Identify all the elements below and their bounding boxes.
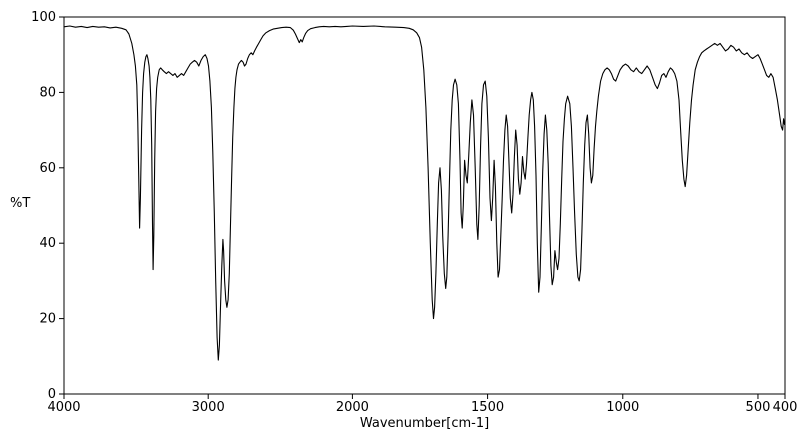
y-axis-label: %T	[10, 196, 31, 211]
y-tick-label: 0	[48, 387, 56, 402]
plot-frame	[63, 16, 786, 395]
y-tick-label: 40	[39, 236, 56, 251]
x-tick-label: 1000	[606, 400, 639, 415]
x-tick-label: 500	[746, 400, 771, 415]
y-tick-label: 20	[39, 312, 56, 327]
y-tick-label: 80	[39, 85, 56, 100]
x-tick-label: 1500	[471, 400, 504, 415]
y-tick-label: 60	[39, 161, 56, 176]
x-tick-label: 3000	[192, 400, 225, 415]
x-tick-label: 2000	[336, 400, 369, 415]
x-tick-label: 400	[773, 400, 798, 415]
x-axis-label: Wavenumber[cm-1]	[359, 416, 490, 431]
x-tick-label: 4000	[47, 400, 80, 415]
spectrum-line	[63, 25, 786, 361]
y-tick-label: 100	[31, 10, 56, 25]
